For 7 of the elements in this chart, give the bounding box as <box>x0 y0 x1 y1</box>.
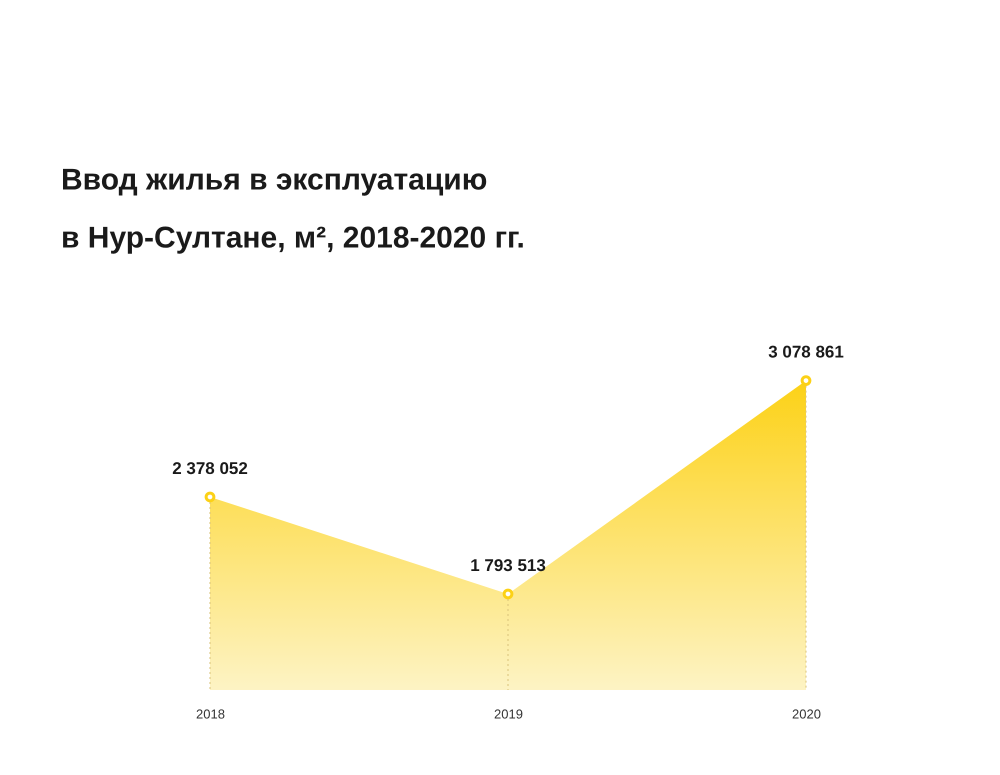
chart-title: Ввод жилья в эксплуатацию в Нур-Султане, м², 2018-2020 гг. <box>61 164 525 255</box>
x-tick-label: 2018 <box>196 706 225 722</box>
data-label: 2 378 052 <box>172 458 248 478</box>
x-tick-label: 2020 <box>792 706 821 722</box>
data-label: 1 793 513 <box>470 556 546 575</box>
data-label: 3 078 861 <box>768 342 844 362</box>
x-tick-label: 2019 <box>494 706 523 722</box>
